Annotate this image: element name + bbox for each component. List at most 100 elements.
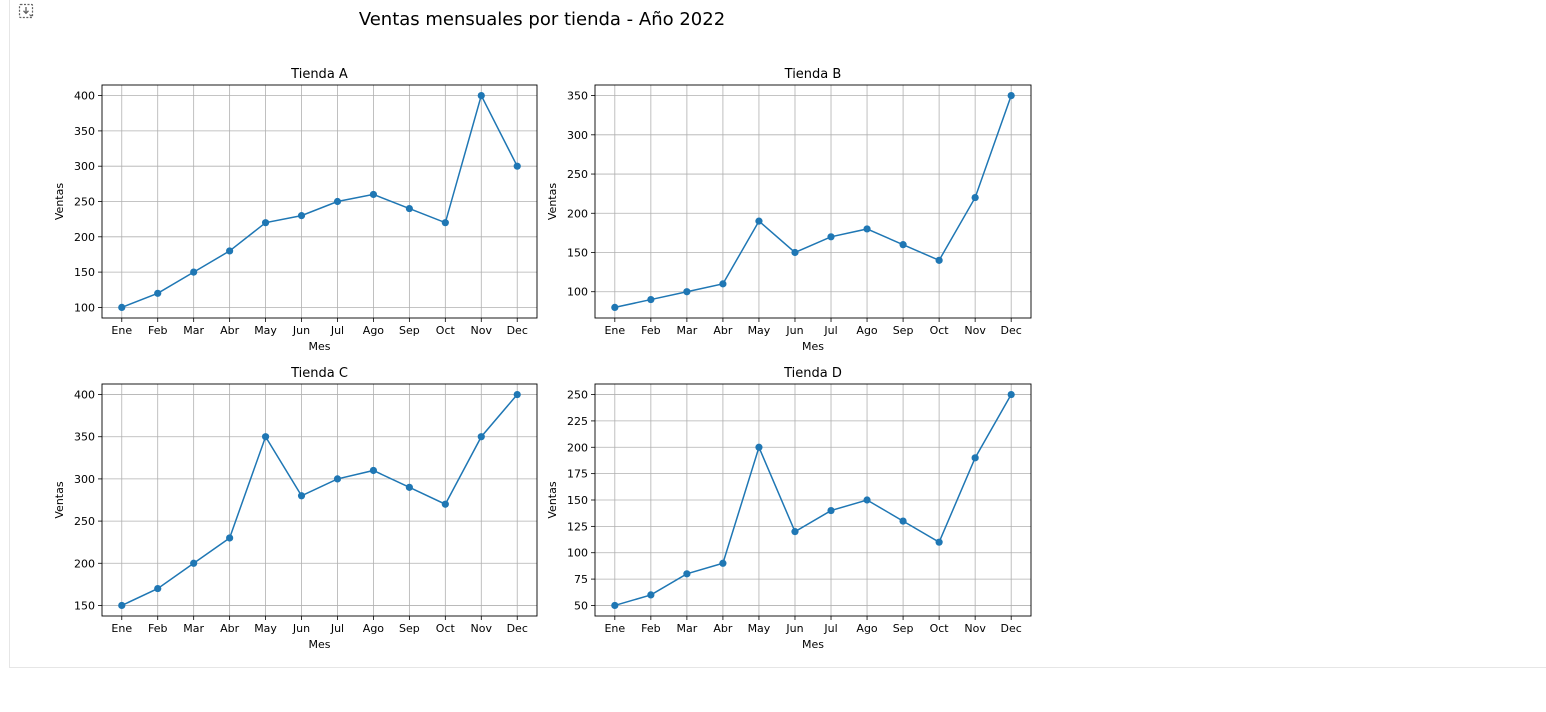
chart-1-point [261,219,270,227]
chart-3-axes-frame [101,383,538,617]
chart-1-x-tick-label: Jul [330,324,344,337]
chart-4-x-tick-label: Jun [785,622,803,635]
chart-4-y-tick-label: 250 [567,389,588,402]
chart-2-point [1007,91,1015,100]
chart-3-y-tick-label: 250 [74,515,95,528]
chart-1-x-axis-label: Mes [309,340,331,353]
chart-3-y-tick-label: 300 [74,473,95,486]
chart-3-point [118,601,126,610]
chart-3-x-tick-label: Ago [363,622,385,635]
chart-4-y-tick-label: 150 [567,494,588,507]
chart-2-point [827,233,835,241]
chart-3-x-axis-label: Mes [309,638,331,651]
chart-3-point [369,466,378,475]
chart-1-x-tick-label: Nov [471,324,493,337]
chart-4-title: Tienda D [783,366,842,381]
chart-1-x-tick-label: Mar [183,324,204,337]
chart-2-point [899,241,907,249]
chart-1-y-tick-label: 100 [74,301,95,314]
chart-3-point [477,433,485,441]
chart-4-point [791,528,799,536]
chart-4-point [899,517,907,525]
chart-1-point [226,247,234,255]
chart-4-point [647,591,655,599]
chart-3-y-tick-label: 200 [74,557,95,570]
chart-1-x-tick-label: Feb [148,324,167,337]
chart-4: Ene Feb Mar Abr May Jun Jul Ago Sep Oct Nov Dec 50 75… [546,366,1032,651]
chart-2-x-tick-label: Nov [964,324,986,337]
chart-3-x-tick-label: Dec [507,622,528,635]
chart-2-axes-frame [594,84,1032,319]
chart-2-point [683,288,691,296]
chart-1-title: Tienda A [290,67,348,82]
chart-2-y-tick-label: 200 [567,207,588,220]
chart-4-x-tick-label: Nov [964,622,986,635]
chart-3-x-tick-label: Oct [436,622,456,635]
chart-4-x-tick-label: Jul [823,622,837,635]
chart-3-y-tick-label: 150 [74,599,95,612]
chart-3-x-tick-label: Sep [399,622,420,635]
chart-4-y-axis-label: Ventas [546,481,559,518]
chart-2-x-tick-label: Mar [677,324,698,337]
chart-4-x-tick-label: Feb [641,622,660,635]
chart-3-point [190,559,198,567]
chart-4-y-tick-label: 75 [574,573,588,586]
chart-2-y-tick-label: 150 [567,246,588,259]
chart-1-point [369,190,378,199]
chart-4-x-tick-label: Ago [856,622,878,635]
chart-1-x-tick-label: Jun [292,324,310,337]
chart-1-x-tick-label: May [254,324,277,337]
chart-1-point [118,303,126,312]
chart-2: Ene Feb Mar Abr May Jun Jul Ago Sep Oct Nov Dec 100 1… [546,67,1032,353]
figure: Ventas mensuales por tienda - Año 2022 E… [53,9,1032,651]
chart-2-x-tick-label: Oct [930,324,950,337]
chart-3-x-tick-label: May [254,622,277,635]
chart-1-y-tick-label: 250 [74,196,95,209]
chart-2-x-tick-label: Sep [893,324,914,337]
chart-1-x-tick-label: Ago [363,324,385,337]
chart-2-series-line [614,95,1012,309]
chart-3-point [405,483,413,491]
chart-1-y-tick-label: 350 [74,125,95,138]
chart-2-x-tick-label: Feb [641,324,660,337]
chart-4-point [611,601,619,610]
chart-4-point [863,496,871,504]
chart-4-point [1007,390,1015,399]
chart-2-x-axis-label: Mes [802,340,824,353]
chart-3-point [513,390,521,399]
chart-3-x-tick-label: Jun [292,622,310,635]
chart-4-y-tick-label: 175 [567,468,588,481]
chart-2-point [647,295,655,304]
chart-3-point [261,433,270,441]
chart-2-x-tick-label: Dec [1001,324,1022,337]
chart-3-point [226,534,234,542]
chart-1-y-axis-label: Ventas [53,183,66,220]
chart-4-point [827,506,835,515]
chart-4-y-tick-label: 225 [567,415,588,428]
chart-3-x-tick-label: Ene [111,622,132,635]
chart-3-title: Tienda C [290,366,348,381]
chart-1-x-tick-label: Sep [399,324,420,337]
chart-4-x-axis-label: Mes [802,638,824,651]
chart-2-y-tick-label: 350 [567,90,588,103]
chart-3-point [441,500,449,508]
chart-2-point [791,248,799,257]
chart-4-y-tick-label: 200 [567,441,588,454]
chart-3-point [154,584,162,593]
output-toggle-icon[interactable] [18,3,34,19]
chart-1-x-tick-label: Ene [111,324,132,337]
chart-4-x-tick-label: Dec [1001,622,1022,635]
chart-1-point [405,204,413,213]
chart-1-series-line [121,93,518,309]
chart-4-series-line [614,394,1012,607]
chart-2-x-tick-label: Ago [856,324,878,337]
chart-2-x-tick-label: Ene [604,324,625,337]
chart-3: Ene Feb Mar Abr May Jun Jul Ago Sep Oct Nov Dec 150 2… [53,366,538,651]
chart-1-point [477,91,485,100]
chart-1-y-tick-label: 400 [74,90,95,103]
chart-3-y-axis-label: Ventas [53,481,66,518]
chart-1-y-tick-label: 300 [74,160,95,173]
chart-2-y-tick-label: 250 [567,168,588,181]
chart-3-x-tick-label: Feb [148,622,167,635]
